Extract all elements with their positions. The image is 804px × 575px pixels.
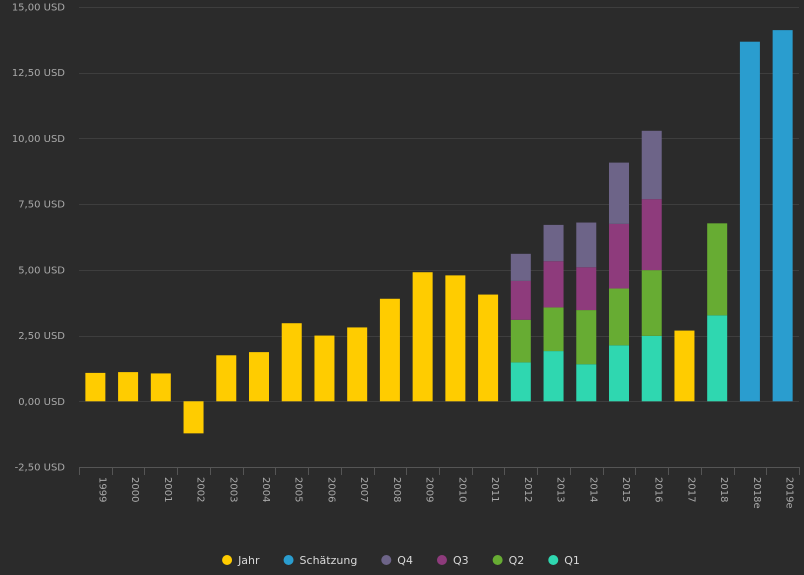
- bar-jahr-2008[interactable]: [379, 298, 400, 402]
- x-axis: 1999 2000 2001 2002 2003 2004 2005 2006 2007 2008…: [79, 467, 800, 509]
- x-tick-label: 2005: [293, 477, 304, 502]
- y-tick-label: 5,00 USD: [18, 265, 65, 276]
- bars: [85, 30, 793, 434]
- bar-q4-2015[interactable]: [609, 162, 629, 224]
- bar-jahr-2010[interactable]: [445, 275, 466, 402]
- x-tick-label: 2018: [718, 477, 729, 502]
- bar-jahr-2017[interactable]: [674, 330, 695, 402]
- y-axis: -2,50 USD 0,00 USD 2,50 USD 5,00 USD 7,50 US…: [12, 3, 65, 474]
- legend-label: Q2: [509, 554, 525, 567]
- bar-q2-2016[interactable]: [641, 270, 662, 336]
- bar-q1-2015[interactable]: [609, 345, 629, 402]
- legend-item-q4[interactable]: Q4: [381, 554, 413, 567]
- bar-q1-2012[interactable]: [510, 362, 531, 402]
- bar-q3-2015[interactable]: [609, 223, 629, 289]
- bar-q3-2012[interactable]: [510, 280, 531, 320]
- bar-q1-2013[interactable]: [543, 351, 564, 402]
- x-tick-label: 2002: [195, 477, 206, 502]
- legend-item-q1[interactable]: Q1: [548, 554, 580, 567]
- bar-q2-2015[interactable]: [609, 288, 629, 346]
- bar-jahr-2006[interactable]: [314, 335, 335, 402]
- x-tick-label: 2007: [358, 477, 369, 502]
- legend-marker: [436, 555, 447, 565]
- y-tick-label: 12,50 USD: [12, 68, 65, 79]
- x-tick-label: 2017: [685, 477, 696, 502]
- x-tick-label: 2008: [391, 477, 402, 502]
- y-tick-label: 0,00 USD: [18, 397, 65, 408]
- y-tick-label: 2,50 USD: [18, 331, 65, 342]
- bar-jahr-2004[interactable]: [249, 352, 269, 402]
- bar-jahr-1999[interactable]: [85, 372, 106, 402]
- x-tick-label: 2016: [653, 477, 664, 502]
- bar-jahr-2002[interactable]: [183, 401, 204, 434]
- y-tick-label: 10,00 USD: [12, 134, 65, 145]
- legend-label: Q4: [397, 554, 413, 567]
- x-tick-label: 2011: [489, 477, 500, 502]
- x-tick-label: 2003: [227, 477, 238, 502]
- bar-q2-2018[interactable]: [707, 223, 728, 316]
- bar-q2-2012[interactable]: [510, 319, 531, 363]
- bar-jahr-2009[interactable]: [412, 272, 433, 402]
- bar-q4-2013[interactable]: [543, 224, 564, 262]
- legend-marker: [548, 555, 559, 565]
- x-tick-label: 1999: [96, 477, 107, 502]
- bar-jahr-2000[interactable]: [118, 372, 139, 402]
- bar-schatzung-2019e[interactable]: [772, 30, 793, 402]
- x-tick-label: 2018e: [751, 477, 762, 509]
- bar-schatzung-2018e[interactable]: [739, 41, 760, 402]
- bar-jahr-2001[interactable]: [150, 373, 171, 402]
- x-tick-label: 2010: [456, 477, 467, 502]
- legend-label: Jahr: [237, 554, 260, 567]
- legend-item-q3[interactable]: Q3: [436, 554, 469, 567]
- legend-item-schatzung[interactable]: Schätzung: [283, 554, 358, 567]
- bar-q2-2014[interactable]: [576, 310, 597, 365]
- x-tick-label: 2013: [555, 477, 566, 502]
- legend-item-q2[interactable]: Q2: [492, 554, 525, 567]
- legend-label: Q1: [564, 554, 580, 567]
- x-tick-label: 2001: [162, 477, 173, 502]
- bar-q1-2018[interactable]: [707, 315, 728, 402]
- legend-item-jahr[interactable]: Jahr: [222, 554, 260, 567]
- bar-q3-2014[interactable]: [576, 267, 597, 311]
- y-tick-label: 15,00 USD: [12, 3, 65, 14]
- bar-q1-2016[interactable]: [641, 335, 662, 402]
- bar-jahr-2011[interactable]: [478, 294, 499, 402]
- bar-q4-2014[interactable]: [576, 222, 597, 268]
- y-tick-label: 7,50 USD: [18, 200, 65, 211]
- x-tick-label: 2006: [325, 477, 336, 502]
- bar-q3-2016[interactable]: [641, 199, 662, 271]
- bar-q2-2013[interactable]: [543, 307, 564, 352]
- x-tick-label: 2014: [587, 477, 598, 502]
- y-tick-label: -2,50 USD: [15, 463, 66, 474]
- legend-marker: [381, 555, 392, 565]
- x-tick-label: 2015: [620, 477, 631, 502]
- bar-q4-2016[interactable]: [641, 130, 662, 200]
- legend-label: Schätzung: [300, 554, 358, 567]
- legend-marker: [492, 555, 503, 565]
- x-tick-label: 2000: [129, 477, 140, 502]
- legend-label: Q3: [453, 554, 469, 567]
- bar-q4-2012[interactable]: [510, 253, 531, 281]
- x-tick-label: 2009: [424, 477, 435, 502]
- legend-marker: [222, 555, 233, 565]
- bar-jahr-2007[interactable]: [347, 327, 368, 402]
- legend: Jahr Schätzung Q4 Q3 Q2 Q1: [222, 554, 580, 567]
- bar-jahr-2005[interactable]: [281, 323, 302, 402]
- bar-jahr-2003[interactable]: [216, 355, 237, 402]
- x-tick-label: 2012: [522, 477, 533, 502]
- bar-q1-2014[interactable]: [576, 364, 597, 402]
- x-tick-label: 2004: [260, 477, 271, 502]
- x-tick-label: 2019e: [784, 477, 795, 509]
- legend-marker: [283, 555, 294, 565]
- bar-q3-2013[interactable]: [543, 261, 564, 308]
